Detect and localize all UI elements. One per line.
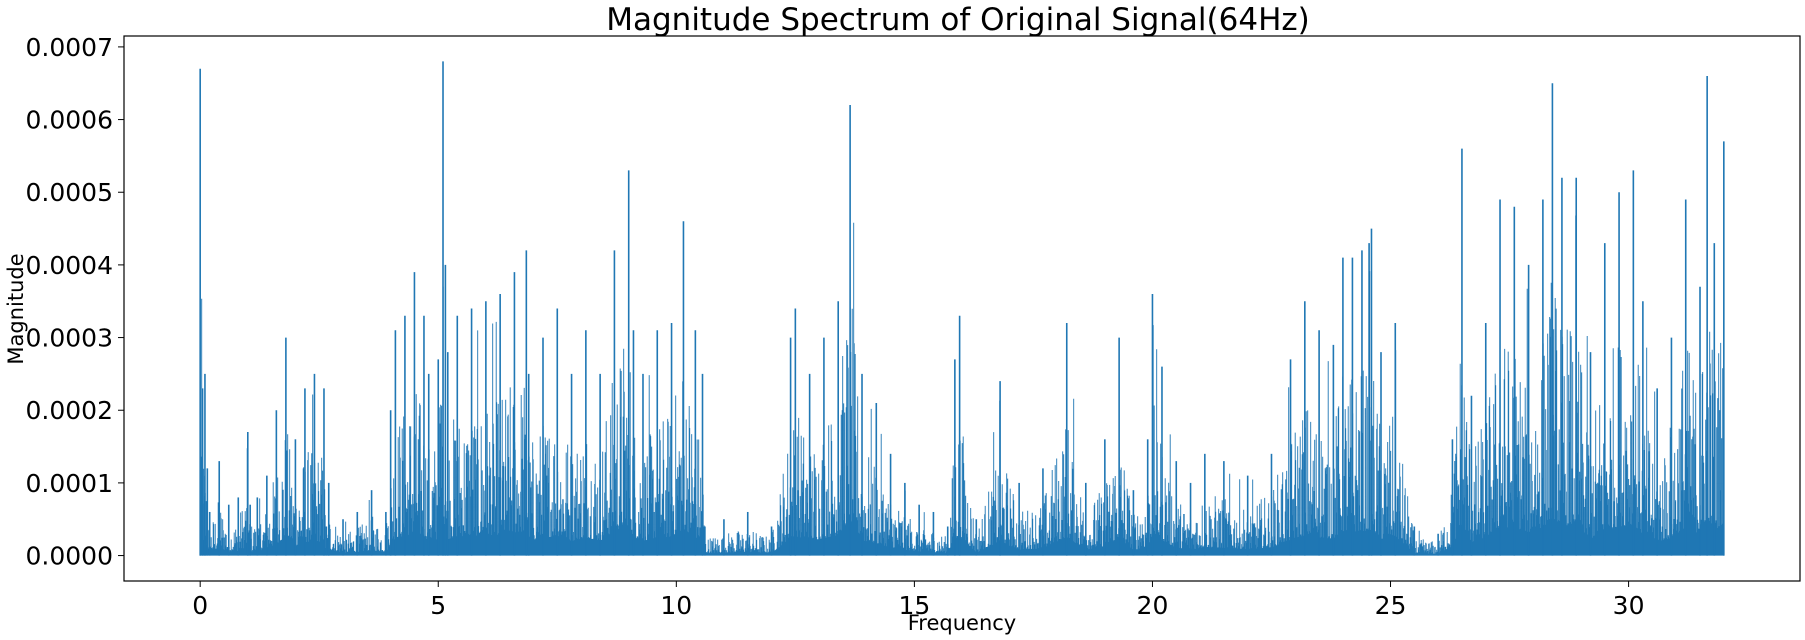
y-tick-label: 0.0004 [26, 251, 113, 280]
x-tick-label: 30 [1613, 591, 1645, 620]
axes-frame [123, 35, 1801, 582]
y-axis-label: Magnitude [4, 253, 28, 364]
chart-title: Magnitude Spectrum of Original Signal(64… [606, 2, 1310, 38]
x-axis-label: Frequency [908, 611, 1017, 635]
y-tick-label: 0.0002 [26, 396, 113, 425]
y-tick-label: 0.0003 [26, 324, 113, 353]
x-tick-label: 25 [1375, 591, 1407, 620]
x-tick-label: 0 [192, 591, 208, 620]
y-tick-label: 0.0007 [26, 33, 113, 62]
x-tick-label: 15 [898, 591, 930, 620]
plot-area [199, 61, 1725, 556]
y-tick-label: 0.0005 [26, 178, 113, 207]
y-tick-label: 0.0006 [26, 106, 113, 135]
y-axis: 0.0000 0.0001 0.0002 0.0003 0.0004 0.0005 0.00… [26, 33, 124, 571]
y-tick-label: 0.0001 [26, 469, 113, 498]
x-tick-label: 10 [660, 591, 692, 620]
y-tick-label: 0.0000 [26, 542, 113, 571]
x-tick-label: 5 [430, 591, 446, 620]
x-tick-label: 20 [1137, 591, 1169, 620]
x-axis: 0 5 10 15 20 25 30 [192, 581, 1644, 620]
